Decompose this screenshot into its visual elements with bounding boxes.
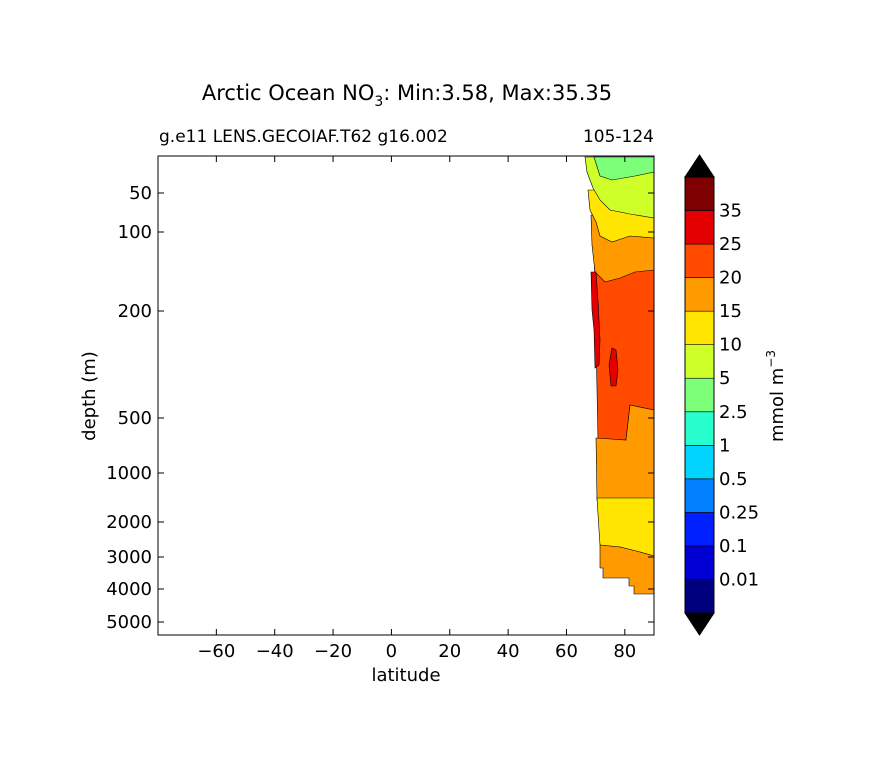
y-tick-label: 4000 — [106, 579, 152, 600]
colorbar-tick-label: 0.1 — [719, 536, 748, 557]
colorbar-extend-min — [684, 612, 715, 636]
colorbar-tick-label: 35 — [719, 201, 742, 222]
chart-title: Arctic Ocean NO3: Min:3.58, Max:35.35 — [202, 81, 612, 110]
y-tick-label: 2000 — [106, 512, 152, 533]
y-tick-label: 5000 — [106, 612, 152, 633]
contour-core-maximum-left — [590, 271, 601, 369]
colorbar-segment — [684, 445, 715, 480]
x-tick-label: 80 — [613, 641, 636, 662]
colorbar-segment — [684, 478, 715, 513]
y-tick-label: 200 — [118, 301, 152, 322]
x-tick-label: 20 — [438, 641, 461, 662]
colorbar-segment — [684, 210, 715, 245]
colorbar-segment — [684, 512, 715, 547]
colorbar-segment — [684, 579, 715, 614]
y-tick-label: 3000 — [106, 547, 152, 568]
colorbar-tick-label: 0.01 — [719, 569, 759, 590]
x-axis: −60 −40 −20 0 20 40 60 80 — [197, 156, 636, 662]
y-tick-label: 1000 — [106, 463, 152, 484]
colorbar-tick-label: 25 — [719, 234, 742, 255]
x-tick-label: 0 — [386, 641, 397, 662]
colorbar-segment — [684, 310, 715, 345]
colorbar-label: mmol m−3 — [764, 350, 788, 442]
x-tick-label: −60 — [197, 641, 235, 662]
colorbar-tick-label: 20 — [719, 268, 742, 289]
contour-field — [584, 156, 655, 595]
colorbar-segment — [684, 377, 715, 413]
colorbar-tick-label: 15 — [719, 301, 742, 322]
colorbar-segment — [684, 344, 715, 379]
x-tick-label: −40 — [256, 641, 294, 662]
subtitle-right: 105-124 — [583, 127, 654, 147]
contour-band-bottom — [599, 544, 655, 595]
subtitle-left: g.e11 LENS.GECOIAF.T62 g16.002 — [159, 127, 448, 147]
colorbar-tick-label: 1 — [719, 435, 730, 456]
colorbar-extend-max — [684, 154, 715, 178]
colorbar-tick-label: 2.5 — [719, 402, 748, 423]
colorbar-segment — [684, 545, 715, 580]
plot-frame — [157, 155, 655, 636]
y-tick-label: 50 — [129, 183, 152, 204]
plot-area: −60 −40 −20 0 20 40 60 80 50 100 200 500 1000 2000 30… — [106, 155, 655, 662]
colorbar-tick-label: 0.5 — [719, 469, 748, 490]
colorbar: 0.01 0.1 0.25 0.5 1 2.5 5 10 15 20 25 35 — [684, 154, 759, 636]
colorbar-frame — [684, 176, 715, 614]
x-tick-label: 60 — [555, 641, 578, 662]
colorbar-tick-label: 0.25 — [719, 502, 759, 523]
colorbar-segment — [684, 243, 715, 278]
x-tick-label: 40 — [497, 641, 520, 662]
colorbar-segment — [684, 411, 715, 446]
y-tick-label: 500 — [118, 408, 152, 429]
colorbar-tick-label: 5 — [719, 368, 730, 389]
y-axis: 50 100 200 500 1000 2000 3000 4000 5000 — [106, 183, 654, 633]
y-tick-label: 100 — [118, 222, 152, 243]
x-axis-label: latitude — [371, 665, 440, 686]
plot-background — [158, 156, 654, 635]
colorbar-tick-label: 10 — [719, 335, 742, 356]
colorbar-segment — [684, 176, 715, 211]
x-tick-label: −20 — [314, 641, 352, 662]
y-axis-label: depth (m) — [79, 351, 100, 441]
contour-core-maximum-right — [608, 347, 619, 387]
colorbar-segment — [684, 277, 715, 312]
